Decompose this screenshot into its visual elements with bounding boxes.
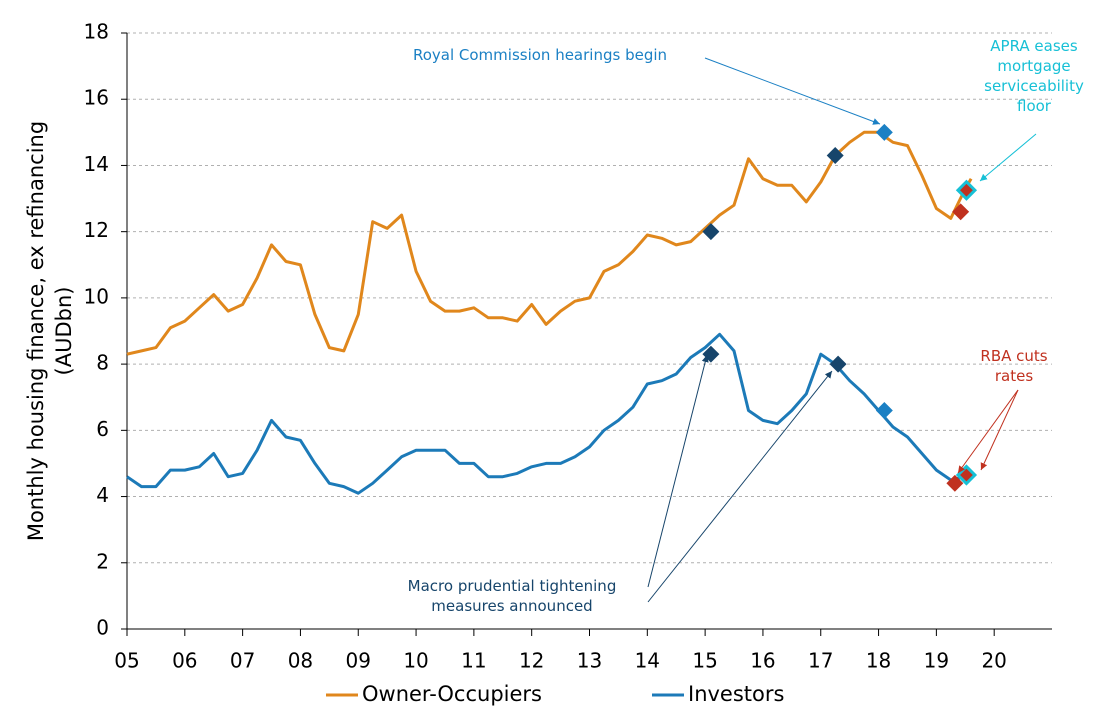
legend-label: Owner-Occupiers [362, 682, 542, 706]
annotation: APRA eases mortgage serviceability floor [984, 37, 1084, 115]
x-tick-label: 09 [346, 649, 371, 673]
y-tick-label: 6 [96, 417, 109, 441]
y-tick-label: 18 [84, 20, 109, 44]
x-tick-label: 16 [750, 649, 775, 673]
annotation-arrow [647, 354, 709, 588]
x-tick-label: 17 [808, 649, 833, 673]
x-tick-label: 05 [114, 649, 139, 673]
x-tick-label: 14 [635, 649, 660, 673]
annotation-line: Royal Commission hearings begin [413, 46, 667, 64]
event-marker [955, 179, 978, 201]
y-axis-label: Monthly housing finance, ex refinancing(… [24, 121, 76, 541]
annotation-line: floor [1017, 97, 1052, 115]
annotation-line: serviceability [984, 77, 1084, 95]
annotation-line: mortgage [997, 57, 1070, 75]
x-tick-label: 19 [924, 649, 949, 673]
annotation-line: RBA cuts [980, 347, 1047, 365]
y-axis-label-line: (AUDbn) [52, 287, 76, 376]
annotation-arrow [704, 57, 881, 125]
annotation: Royal Commission hearings begin [413, 46, 667, 64]
x-tick-label: 06 [172, 649, 197, 673]
annotation: Macro prudential tightening measures anno… [408, 577, 617, 615]
x-tick-label: 15 [692, 649, 717, 673]
y-tick-label: 10 [84, 284, 109, 308]
y-tick-label: 0 [96, 616, 109, 640]
event-marker [875, 123, 893, 141]
annotation-line: Macro prudential tightening [408, 577, 617, 595]
y-tick-label: 4 [96, 483, 109, 507]
event-marker [875, 401, 893, 419]
annotation-line: APRA eases [990, 37, 1078, 55]
y-tick-label: 14 [84, 152, 109, 176]
y-tick-label: 16 [84, 86, 109, 110]
y-tick-label: 8 [96, 351, 109, 375]
annotation: RBA cuts rates [980, 347, 1047, 385]
event-marker [826, 147, 844, 164]
event-marker [702, 223, 720, 241]
annotation-arrow [647, 370, 833, 603]
series-line [126, 332, 972, 495]
annotation-arrow [980, 389, 1019, 471]
x-tick-label: 18 [866, 649, 891, 673]
annotation-line: measures announced [431, 597, 592, 615]
event-marker [946, 474, 964, 492]
x-tick-label: 08 [288, 649, 313, 673]
x-tick-label: 10 [403, 649, 428, 673]
annotation-line: rates [995, 367, 1033, 385]
x-tick-label: 20 [981, 649, 1006, 673]
annotation-arrow [957, 389, 1019, 474]
y-axis-label-line: Monthly housing finance, ex refinancing [24, 121, 48, 541]
x-tick-label: 13 [577, 649, 602, 673]
x-tick-label: 12 [519, 649, 544, 673]
event-marker [952, 203, 970, 221]
annotation-arrow [979, 133, 1037, 182]
y-tick-label: 2 [96, 549, 109, 573]
y-tick-label: 12 [84, 218, 109, 242]
legend-label: Investors [688, 682, 784, 706]
x-tick-label: 07 [230, 649, 255, 673]
event-marker [829, 355, 847, 373]
x-tick-label: 11 [461, 649, 486, 673]
